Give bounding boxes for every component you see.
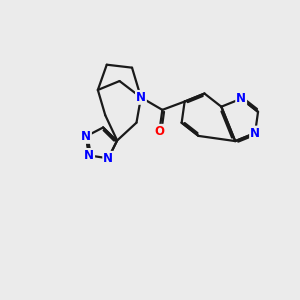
- Text: N: N: [236, 92, 246, 105]
- Text: N: N: [81, 130, 91, 143]
- Text: O: O: [154, 125, 164, 138]
- Text: N: N: [136, 91, 146, 104]
- Text: N: N: [250, 127, 260, 140]
- Text: N: N: [103, 152, 113, 165]
- Text: N: N: [84, 149, 94, 162]
